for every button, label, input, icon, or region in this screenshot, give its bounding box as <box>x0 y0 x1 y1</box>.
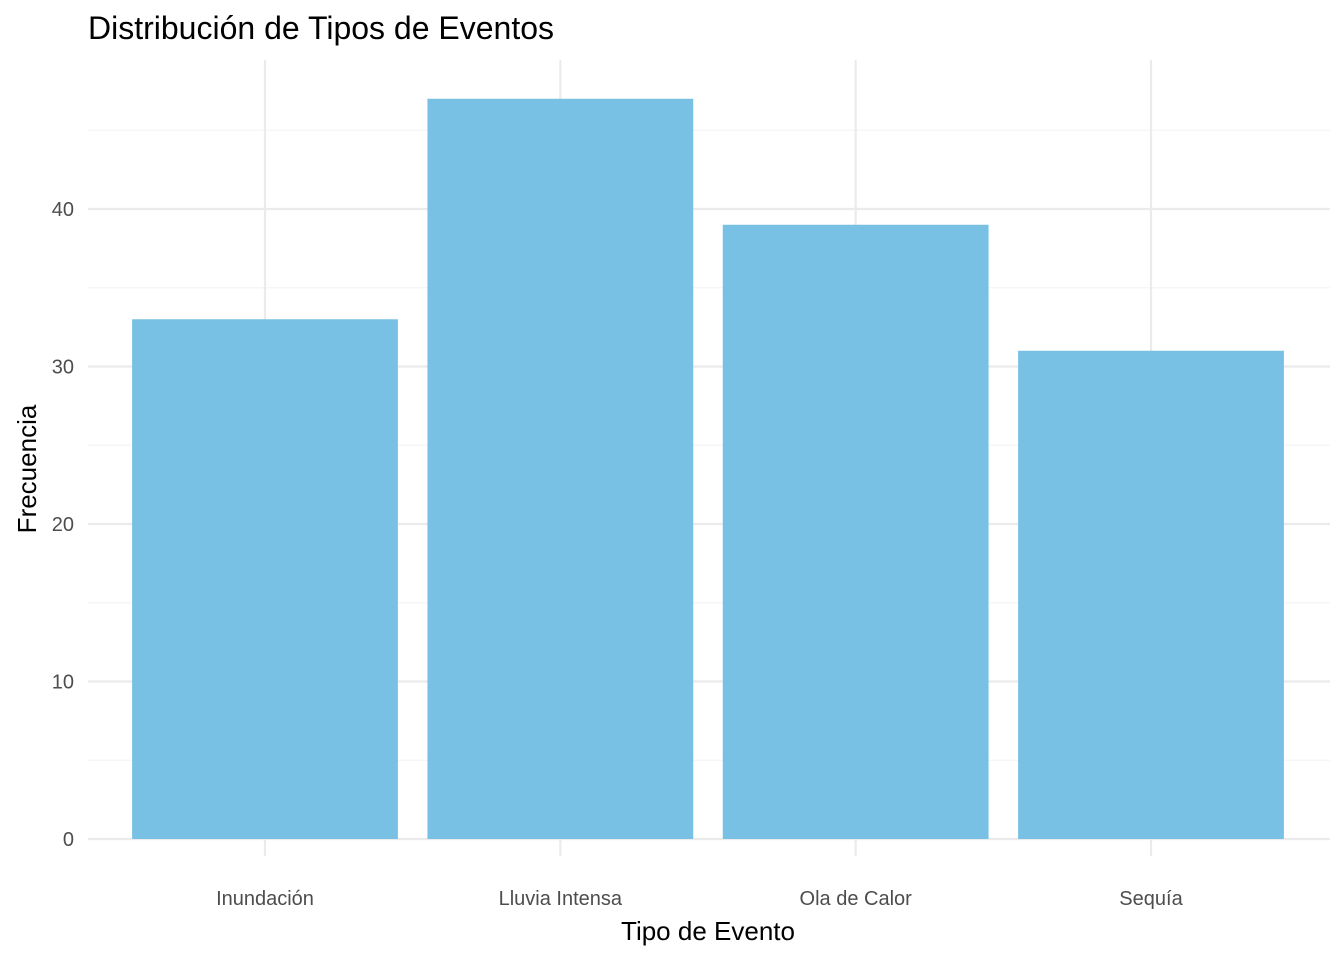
bars <box>132 98 1284 839</box>
y-tick-label: 20 <box>52 514 74 536</box>
bar <box>427 98 694 839</box>
x-tick-label: Ola de Calor <box>800 888 913 910</box>
x-tick-label: Inundación <box>216 888 314 910</box>
y-axis-ticks: 0 10 20 30 40 <box>52 199 74 851</box>
y-tick-label: 10 <box>52 672 74 694</box>
x-axis-title: Tipo de Evento <box>621 916 795 946</box>
chart-title: Distribución de Tipos de Eventos <box>88 10 554 46</box>
x-tick-label: Sequía <box>1119 888 1183 910</box>
bar <box>132 319 398 839</box>
bar <box>1018 350 1284 839</box>
x-tick-label: Lluvia Intensa <box>499 888 623 910</box>
y-axis-title: Frecuencia <box>12 404 42 533</box>
x-axis-ticks: Inundación Lluvia Intensa Ola de Calor Sequ… <box>216 888 1184 910</box>
bar <box>722 224 989 839</box>
y-tick-label: 40 <box>52 199 74 221</box>
y-tick-label: 30 <box>52 357 74 379</box>
y-tick-label: 0 <box>63 829 74 851</box>
